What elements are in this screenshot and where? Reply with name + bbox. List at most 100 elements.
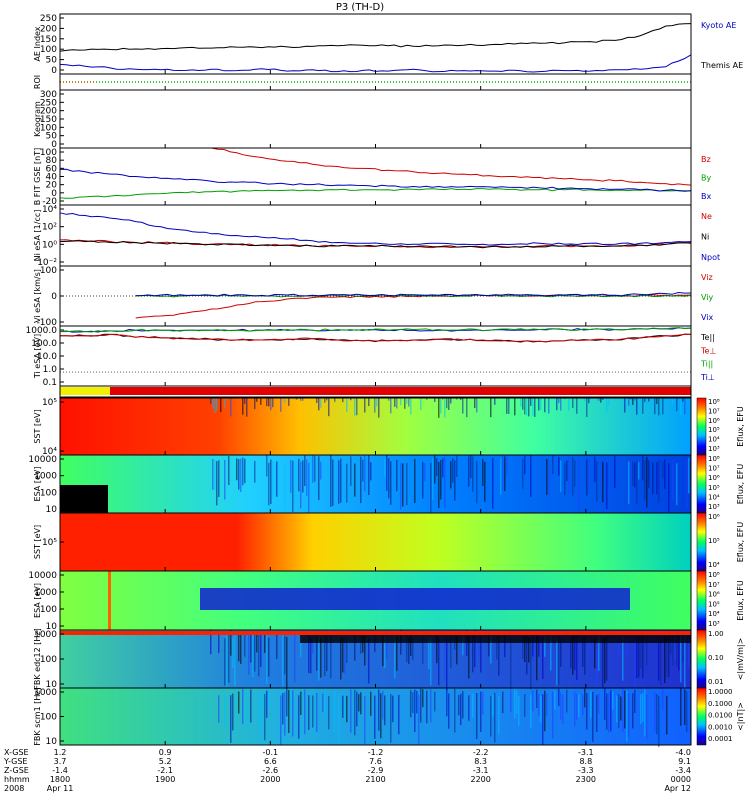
spectrogram-texture [364, 398, 366, 413]
spectrogram-texture [294, 398, 296, 400]
spectrogram-texture [412, 692, 414, 713]
spectrogram-texture [334, 398, 336, 402]
spectrogram-texture [604, 638, 606, 684]
spectrogram-texture [482, 458, 484, 486]
spectrogram-texture [658, 695, 660, 747]
spectrogram-texture [300, 691, 302, 715]
y-tick-label: 100 [40, 123, 57, 133]
legend-entry: Themis AE [700, 61, 743, 70]
spectrogram-texture [510, 638, 512, 690]
y-tick-label: 100 [40, 605, 57, 615]
colorbar-tick-label: 10⁶ [708, 513, 720, 521]
spectrogram-texture [394, 398, 396, 407]
spectrogram-texture [318, 631, 320, 681]
spectrogram-texture [414, 458, 416, 504]
spectrogram-texture [642, 693, 644, 723]
y-tick-label: 300 [40, 90, 57, 100]
spectrogram-texture [584, 688, 586, 708]
spectrogram-texture [592, 691, 594, 742]
x-row-value: -1.4 [52, 766, 68, 775]
spectrogram-texture [598, 632, 600, 671]
spectrogram-texture [534, 634, 536, 660]
spectrogram-texture [224, 459, 226, 500]
spectrogram-texture [532, 398, 534, 416]
x-row-value: -4.0 [675, 748, 691, 757]
spectrogram-texture [224, 694, 226, 728]
spectrogram-texture [614, 455, 616, 489]
spectrogram-texture [644, 460, 646, 500]
spectrogram-texture [212, 398, 214, 409]
spectrogram-texture [280, 398, 282, 412]
spectrogram-texture [608, 398, 610, 406]
spectrogram-texture [628, 693, 630, 737]
spectrogram-texture [524, 398, 526, 415]
spectrogram-texture [268, 637, 270, 677]
colorbar-tick-label: 0.0001 [708, 735, 733, 743]
spectrogram-texture [566, 689, 568, 713]
spectrogram-texture [442, 398, 444, 400]
spectrogram-texture [422, 461, 424, 499]
spectrogram-texture [430, 689, 432, 723]
spectrogram-texture [656, 398, 658, 404]
spectrogram-texture [456, 455, 458, 477]
spectrogram-texture [284, 463, 286, 511]
spectrogram-texture [382, 635, 384, 667]
y-tick-label: 0 [51, 66, 57, 76]
spectrogram-texture [248, 633, 250, 675]
spectrogram-texture [432, 458, 434, 500]
spectrogram-texture [404, 398, 406, 409]
spectrogram-texture [656, 694, 658, 735]
spectrogram-texture [460, 398, 462, 400]
spectrogram-texture [444, 398, 446, 418]
panel-ylabel: ESA [eV] [33, 583, 42, 618]
spectrogram-texture [434, 455, 436, 484]
spectrogram-texture [480, 691, 482, 732]
colorbar [696, 397, 707, 456]
spectrogram-texture [254, 633, 256, 672]
y-tick-label: 100 [40, 713, 57, 723]
spectrogram-texture [528, 637, 530, 663]
legend-entry: Te⊥ [700, 346, 716, 355]
spectrogram-texture [572, 398, 574, 408]
spectrogram-texture [264, 693, 266, 741]
x-row-value: -0.1 [263, 748, 279, 757]
spectrogram-texture [440, 459, 442, 500]
x-row-value: -1.2 [368, 748, 384, 757]
panel-ylabel: ESA [eV] [33, 467, 42, 502]
spectrogram-texture [300, 398, 302, 401]
spectrogram-texture [544, 633, 546, 657]
x-row-value: -2.1 [157, 766, 173, 775]
spectrogram-texture [634, 689, 636, 713]
spectrogram-texture [542, 637, 544, 680]
spectrogram-texture [266, 690, 268, 718]
spectrogram-texture [452, 458, 454, 483]
spectrogram-texture [316, 398, 318, 403]
spectrogram-texture [402, 463, 404, 507]
spectrogram-texture [320, 398, 322, 408]
spectrogram-texture [384, 695, 386, 726]
spectrogram-texture [396, 636, 398, 671]
spectrogram-texture [466, 398, 468, 418]
spectrogram-texture [594, 638, 596, 669]
spectrogram-texture [604, 688, 606, 721]
spectrogram-texture [354, 463, 356, 497]
spectrogram-texture [642, 455, 644, 481]
spectrogram-texture [636, 461, 638, 505]
esa-spike [108, 571, 111, 630]
spectrogram-texture [270, 398, 272, 411]
spectrogram-texture [560, 460, 562, 493]
spectrogram-texture [240, 633, 242, 664]
y-tick-label: 10⁴ [42, 205, 57, 215]
spectrogram-texture [242, 398, 244, 415]
spectrogram-texture [634, 398, 636, 401]
y-tick-label: 0.1 [43, 378, 57, 388]
spectrogram-texture [682, 636, 684, 663]
colorbar-tick-label: 10⁷ [708, 581, 720, 589]
spectrogram-texture [280, 695, 282, 746]
spectrogram-texture [246, 690, 248, 730]
spectrogram-texture [662, 688, 664, 711]
spectrogram-texture [552, 691, 554, 739]
fbk-top-band [60, 631, 691, 635]
spectrogram-texture [556, 638, 558, 686]
spectrogram-texture [386, 455, 388, 491]
